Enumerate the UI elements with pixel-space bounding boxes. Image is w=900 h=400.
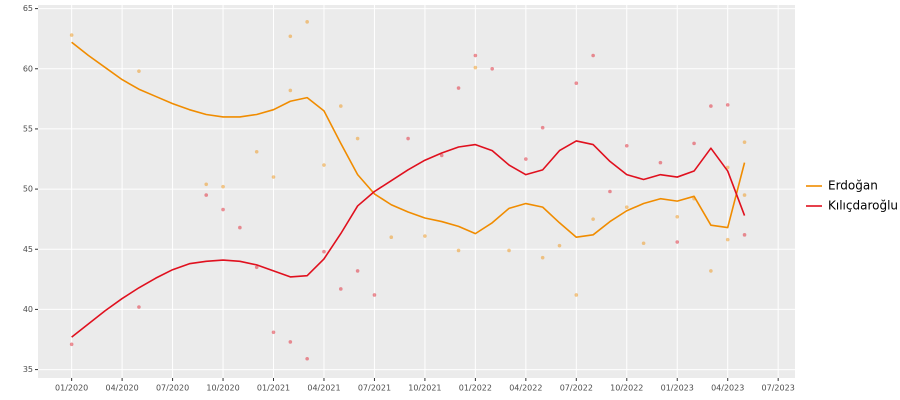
poll-point <box>238 225 242 230</box>
poll-point <box>608 189 612 194</box>
poll-point <box>709 104 713 108</box>
poll-point <box>557 243 562 248</box>
poll-point <box>709 269 713 273</box>
x-tick-label: 01/2020 <box>55 384 88 393</box>
trend-line <box>71 140 746 338</box>
legend-label: Erdoğan <box>828 179 878 193</box>
points <box>69 20 747 361</box>
axes: 35 40 45 50 55 60 65 01/2020 04/2020 07/2020 10/20… <box>23 4 795 392</box>
poll-point <box>137 69 141 73</box>
poll-point <box>742 140 747 144</box>
poll-point <box>742 233 747 237</box>
poll-point <box>372 293 377 297</box>
x-tick-label: 04/2020 <box>105 384 138 393</box>
x-tick-label: 07/2020 <box>156 384 189 393</box>
poll-point <box>574 293 579 297</box>
lines <box>71 41 746 338</box>
poll-point <box>524 157 528 161</box>
poll-point <box>725 103 730 107</box>
y-tick-label: 40 <box>23 305 33 314</box>
poll-point <box>540 255 545 260</box>
trend-line <box>71 41 746 239</box>
poll-point <box>624 205 629 209</box>
poll-point <box>355 269 360 273</box>
poll-point <box>456 248 461 253</box>
poll-point <box>69 342 74 347</box>
poll-point <box>204 182 209 187</box>
poll-point <box>456 86 461 90</box>
poll-point <box>389 235 394 240</box>
legend-label: Kılıçdaroğlu <box>828 199 898 213</box>
poll-point <box>355 136 360 141</box>
y-tick-label: 35 <box>23 365 33 374</box>
poll-point <box>69 33 74 37</box>
x-tick-label: 01/2023 <box>661 384 694 393</box>
poll-point <box>221 207 225 212</box>
x-tick-label: 04/2021 <box>307 384 340 393</box>
poll-point <box>322 249 326 254</box>
poll-point <box>675 240 680 244</box>
x-tick-label: 10/2021 <box>408 384 441 393</box>
poll-point <box>339 287 343 291</box>
poll-point <box>675 214 680 219</box>
x-tick-label: 04/2023 <box>711 384 744 393</box>
y-tick-label: 60 <box>23 64 33 73</box>
poll-point <box>137 305 141 309</box>
x-tick-label: 07/2022 <box>560 384 593 393</box>
poll-point <box>204 193 209 197</box>
x-tick-label: 07/2021 <box>358 384 391 393</box>
y-tick-label: 65 <box>23 4 33 13</box>
poll-point <box>406 136 410 141</box>
x-tick-label: 10/2020 <box>206 384 239 393</box>
poll-point <box>288 88 293 93</box>
y-tick-label: 55 <box>23 124 33 133</box>
poll-point <box>473 65 478 70</box>
poll-point <box>305 356 309 361</box>
poll-point <box>658 160 663 165</box>
poll-point <box>591 217 595 221</box>
poll-point <box>221 184 225 189</box>
poll-point <box>423 234 427 238</box>
x-tick-label: 07/2023 <box>762 384 795 393</box>
poll-point <box>692 141 696 146</box>
poll-point <box>254 149 259 154</box>
poll-point <box>725 237 730 242</box>
poll-point <box>540 125 545 130</box>
poll-point <box>641 241 646 246</box>
poll-point <box>507 248 511 253</box>
poll-point <box>725 165 730 170</box>
poll-point <box>271 330 276 335</box>
poll-point <box>624 143 629 148</box>
plot-background <box>38 5 795 378</box>
x-tick-label: 10/2022 <box>610 384 643 393</box>
poll-point <box>574 81 579 86</box>
x-tick-label: 01/2022 <box>459 384 492 393</box>
y-tick-label: 50 <box>23 185 33 194</box>
poll-point <box>490 66 495 71</box>
poll-point <box>439 153 444 158</box>
poll-point <box>271 175 276 179</box>
poll-point <box>288 34 293 39</box>
poll-point <box>305 20 309 24</box>
x-tick-label: 04/2022 <box>509 384 542 393</box>
poll-point <box>473 53 478 58</box>
x-tick-label: 01/2021 <box>257 384 290 393</box>
poll-point <box>339 104 343 108</box>
poll-point <box>322 163 326 167</box>
y-tick-label: 45 <box>23 245 33 254</box>
poll-point <box>742 193 747 197</box>
poll-point <box>591 53 595 58</box>
poll-point <box>254 265 259 270</box>
poll-point <box>288 340 293 344</box>
